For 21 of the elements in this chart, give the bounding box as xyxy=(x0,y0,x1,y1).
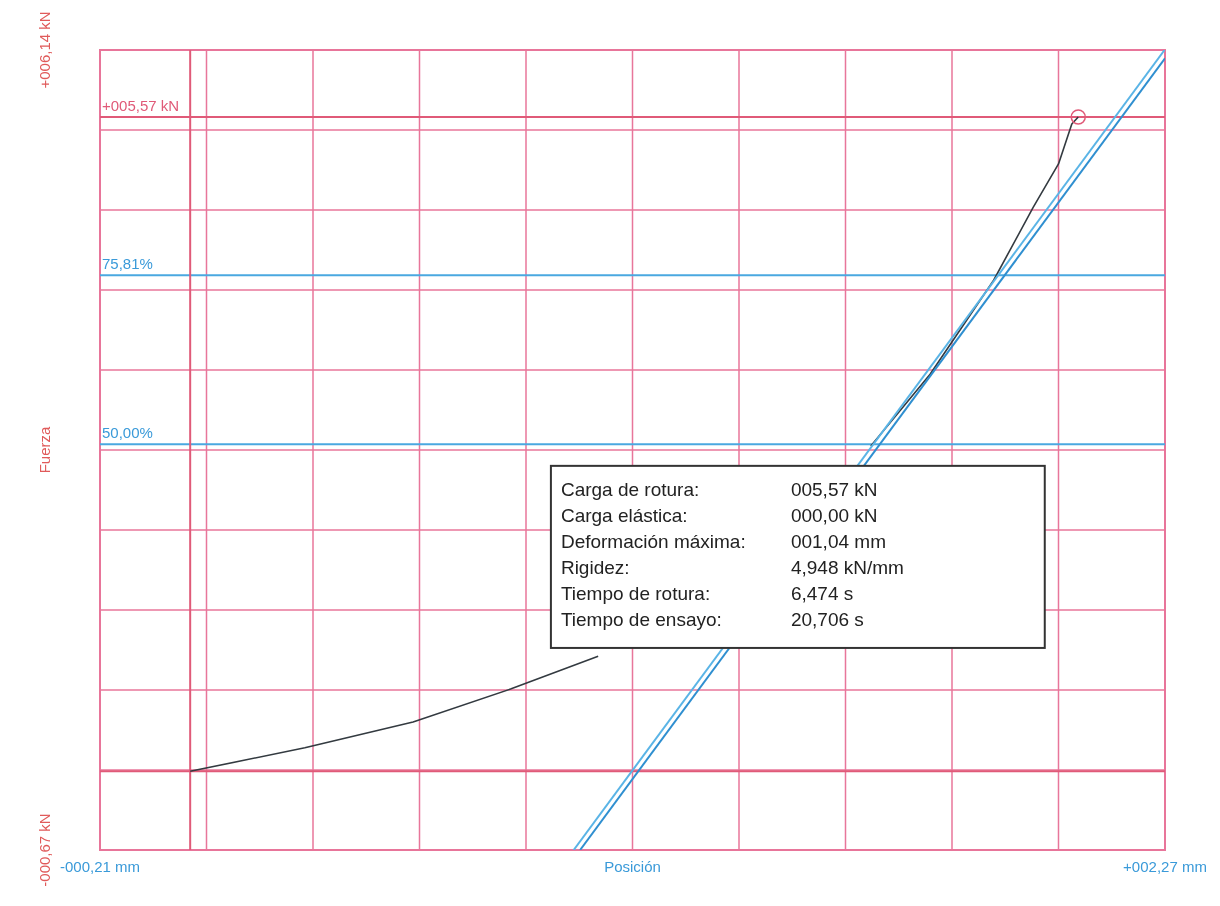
annotation: 001,04 mm xyxy=(790,530,886,552)
ref-line-label: +005,57 kN xyxy=(102,96,180,114)
annotation: 20,706 s xyxy=(790,608,864,630)
annotation: 50,00% xyxy=(102,424,153,442)
x-axis-title: Posición xyxy=(604,858,661,875)
annotation: 000,00 kN xyxy=(790,504,878,526)
annotation: 75,81% xyxy=(102,255,153,273)
annotation: Tiempo de rotura: xyxy=(560,582,711,604)
annotation: Carga de rotura: xyxy=(560,478,700,500)
x-tick-label: +002,27 mm xyxy=(1123,858,1207,875)
annotation: Deformación máxima: xyxy=(560,530,746,552)
annotation: 005,57 kN xyxy=(790,478,878,500)
annotation: Tiempo de ensayo: xyxy=(560,608,722,630)
annotation: 6,474 s xyxy=(790,582,854,604)
y-axis-title: Fuerza xyxy=(36,426,53,474)
y-tick-label: +006,14 kN xyxy=(36,11,53,89)
x-tick-label: -000,21 mm xyxy=(59,858,141,875)
annotation: Carga elástica: xyxy=(560,504,688,526)
annotation: 4,948 kN/mm xyxy=(790,556,904,578)
y-tick-label: -000,67 kN xyxy=(36,813,53,887)
annotation: Rigidez: xyxy=(560,556,630,578)
